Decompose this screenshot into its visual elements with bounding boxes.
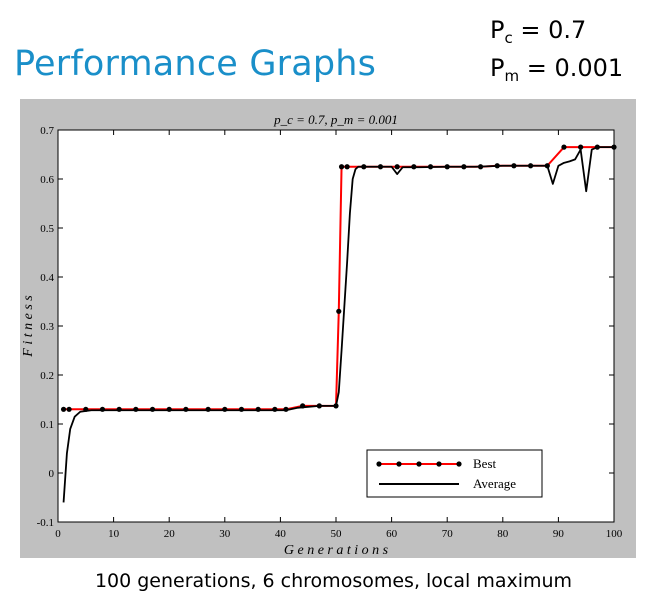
slide-caption: 100 generations, 6 chromosomes, local ma… bbox=[94, 570, 573, 592]
x-tick-label: 100 bbox=[606, 528, 623, 540]
y-tick-label: -0.1 bbox=[37, 517, 54, 529]
y-tick-label: 0.4 bbox=[40, 272, 54, 284]
x-tick-label: 70 bbox=[442, 528, 454, 540]
best-marker bbox=[344, 164, 350, 170]
legend-best-marker bbox=[376, 461, 382, 467]
best-marker bbox=[394, 164, 400, 170]
x-tick-label: 50 bbox=[331, 528, 343, 540]
y-tick-label: 0.5 bbox=[40, 223, 54, 235]
legend-box bbox=[366, 449, 543, 498]
best-marker bbox=[578, 144, 584, 150]
x-axis-label: G e n e r a t i o n s bbox=[284, 543, 389, 558]
x-tick-label: 40 bbox=[275, 528, 287, 540]
x-tick-label: 60 bbox=[386, 528, 398, 540]
y-tick-label: 0.1 bbox=[40, 419, 54, 431]
param-pm: Pm = 0.001 bbox=[490, 54, 624, 85]
x-tick-label: 10 bbox=[108, 528, 120, 540]
chart-title: p_c = 0.7, p_m = 0.001 bbox=[273, 112, 398, 127]
best-marker bbox=[338, 164, 345, 170]
y-tick-label: 0 bbox=[49, 468, 55, 480]
y-tick-label: 0.3 bbox=[40, 321, 54, 333]
legend-best-marker bbox=[396, 461, 402, 467]
y-axis-label: F i t n e s s bbox=[21, 295, 36, 358]
x-tick-label: 30 bbox=[219, 528, 231, 540]
best-marker bbox=[60, 406, 67, 412]
best-marker bbox=[66, 406, 72, 412]
chart-panel: p_c = 0.7, p_m = 0.001 0 10 20 30 40 50 60 70 80 9… bbox=[20, 99, 636, 558]
y-tick-label: 0.6 bbox=[40, 174, 54, 186]
x-tick-label: 20 bbox=[164, 528, 176, 540]
series-line-average bbox=[62, 146, 614, 503]
x-tick-label: 90 bbox=[553, 528, 565, 540]
best-marker bbox=[336, 308, 342, 314]
x-tick-label: 0 bbox=[55, 528, 61, 540]
best-marker bbox=[561, 144, 567, 150]
legend-average-label: Average bbox=[473, 476, 516, 491]
legend-best-marker bbox=[436, 461, 442, 467]
legend-best-label: Best bbox=[473, 456, 497, 471]
slide-title: Performance Graphs bbox=[14, 44, 377, 84]
x-tick-label: 80 bbox=[497, 528, 509, 540]
y-tick-label: 0.7 bbox=[40, 125, 54, 137]
legend-best-marker bbox=[456, 461, 462, 467]
param-pc: Pc = 0.7 bbox=[490, 16, 587, 47]
legend-best-marker bbox=[416, 461, 422, 467]
y-tick-label: 0.2 bbox=[40, 370, 54, 382]
chart-title-text: p_c = 0.7, p_m = 0.001 bbox=[273, 112, 398, 127]
fitness-chart: p_c = 0.7, p_m = 0.001 0 10 20 30 40 50 60 70 80 9… bbox=[21, 112, 623, 558]
